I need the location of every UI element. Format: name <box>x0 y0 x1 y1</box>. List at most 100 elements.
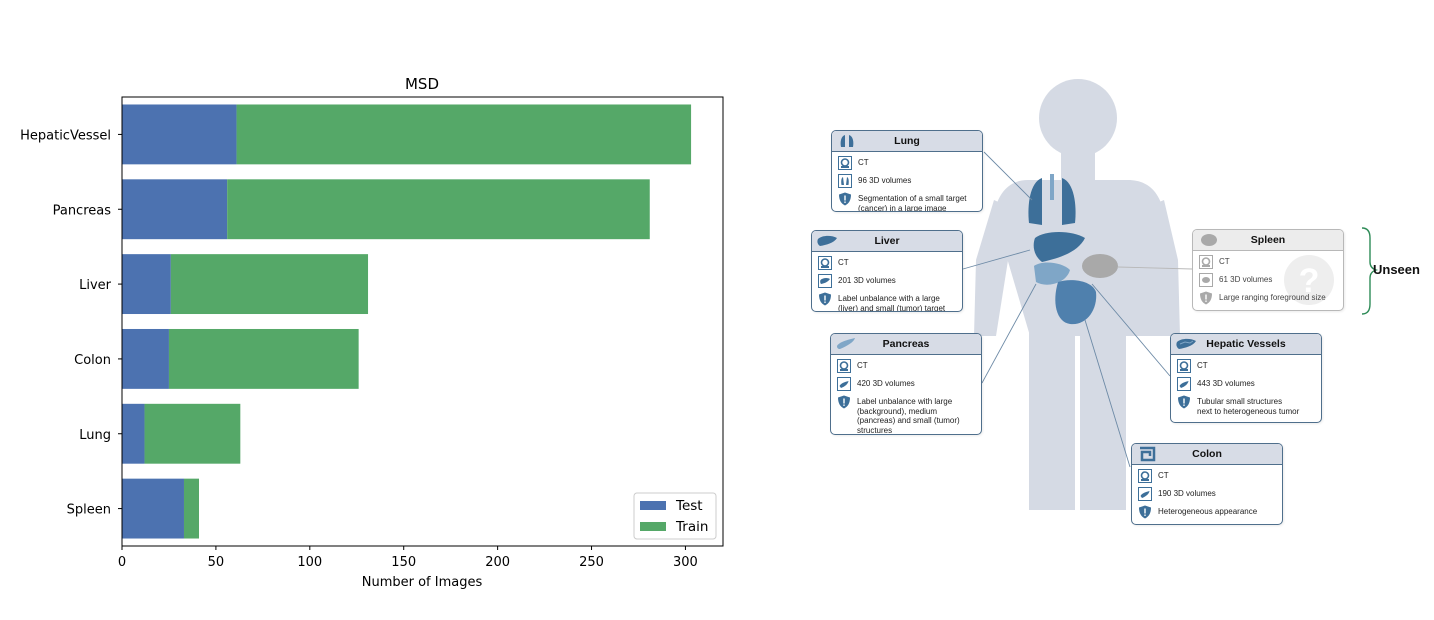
y-tick-label: Pancreas <box>53 203 112 218</box>
colon-organ <box>1055 280 1097 325</box>
y-tick-label: Spleen <box>67 503 111 518</box>
card-hepatic-vessels: Hepatic Vessels CT 443 3D volumes Tubula… <box>1170 333 1322 423</box>
card-colon: Colon CT 190 3D volumes Heterogeneous ap… <box>1131 443 1283 525</box>
card-colon-header: Colon <box>1132 444 1282 465</box>
x-tick-label: 200 <box>485 555 510 570</box>
card-liver-header: Liver <box>812 231 962 252</box>
ct-scanner-icon <box>1177 359 1191 373</box>
card-pancreas-volumes: 420 3D volumes <box>857 379 915 388</box>
bar-test-pancreas <box>122 179 228 240</box>
neck-shape <box>1061 150 1095 180</box>
card-liver-volumes: 201 3D volumes <box>838 276 896 285</box>
card-colon-challenge: Heterogeneous appearance <box>1158 507 1258 516</box>
head-shape <box>1039 79 1117 157</box>
bar-train-lung <box>144 403 241 464</box>
y-tick-label: HepaticVessel <box>20 128 111 143</box>
lung-connector <box>983 151 1033 201</box>
bar-test-hepaticvessel <box>122 104 237 165</box>
left-arm-shape <box>974 200 1016 336</box>
axes-layer: HepaticVessel Pancreas Liver Colon Lung Splee… <box>20 128 698 570</box>
liver-organ <box>1033 232 1085 262</box>
card-hepatic-vessels-title: Hepatic Vessels <box>1206 338 1286 350</box>
plot-frame <box>121 96 724 547</box>
card-pancreas-challenge: Label unbalance with large (background), … <box>857 397 960 435</box>
shield-icon <box>819 292 831 306</box>
card-pancreas: Pancreas CT 420 3D volumes Label unbalan… <box>830 333 982 435</box>
legend-label-test: Test <box>675 498 703 514</box>
card-liver-modality: CT <box>838 258 849 267</box>
bar-test-lung <box>122 403 145 464</box>
bar-test-spleen <box>122 478 184 539</box>
ct-scanner-icon <box>1138 469 1152 483</box>
card-liver: Liver CT 201 3D volumes Label unbalance … <box>811 230 963 312</box>
bar-train-hepaticvessel <box>236 104 692 165</box>
card-pancreas-modality: CT <box>857 361 868 370</box>
bar-test-colon <box>122 328 169 389</box>
card-spleen: Spleen ? CT 61 3D volumes Large ranging … <box>1192 229 1344 311</box>
x-tick-label: 0 <box>118 555 126 570</box>
colon-thumbnail-icon <box>1140 446 1156 462</box>
unseen-label: Unseen <box>1373 262 1420 277</box>
card-lung: Lung CT 96 3D volumes Segmentation of a … <box>831 130 983 212</box>
card-spleen-volumes: 61 3D volumes <box>1219 275 1273 284</box>
bar-train-liver <box>170 254 369 315</box>
card-lung-modality: CT <box>858 158 869 167</box>
shield-icon <box>838 395 850 409</box>
volume-icon <box>1177 377 1191 391</box>
legend-swatch-train <box>640 522 666 531</box>
card-liver-challenge: Label unbalance with a large (liver) and … <box>838 294 946 312</box>
body-silhouette <box>974 79 1180 510</box>
pancreas-thumbnail-icon <box>837 338 855 349</box>
pancreas-connector <box>981 283 1037 384</box>
spleen-connector <box>1117 266 1193 270</box>
x-tick-label: 150 <box>391 555 416 570</box>
unseen-bracket <box>1361 227 1379 315</box>
anatomy-diagram <box>962 79 1379 510</box>
ct-scanner-icon <box>837 359 851 373</box>
shield-icon <box>1200 291 1212 305</box>
connector-lines <box>962 151 1193 468</box>
question-mark-icon: ? <box>1284 255 1334 305</box>
card-hepatic-vessels-header: Hepatic Vessels <box>1171 334 1321 355</box>
msd-bar-chart: MSD HepaticVessel Pancreas Liver Colon Lung S… <box>20 75 724 590</box>
lung-thumbnail-icon <box>840 135 854 147</box>
x-tick-label: 100 <box>297 555 322 570</box>
card-spleen-header: Spleen <box>1193 230 1343 251</box>
legend-label-train: Train <box>675 519 708 535</box>
card-colon-volumes: 190 3D volumes <box>1158 489 1216 498</box>
bar-train-colon <box>168 328 359 389</box>
pancreas-organ <box>1034 262 1070 285</box>
card-spleen-modality: CT <box>1219 257 1230 266</box>
volume-icon <box>838 174 852 188</box>
card-spleen-challenge: Large ranging foreground size <box>1219 293 1326 302</box>
bars-layer <box>122 104 692 539</box>
card-lung-header: Lung <box>832 131 982 152</box>
liver-connector <box>962 249 1031 270</box>
hepatic-vessels-thumbnail-icon <box>1176 338 1196 349</box>
ct-scanner-icon <box>838 156 852 170</box>
card-liver-title: Liver <box>874 235 900 247</box>
volume-icon <box>1199 273 1213 287</box>
card-pancreas-header: Pancreas <box>831 334 981 355</box>
card-hepatic-vessels-modality: CT <box>1197 361 1208 370</box>
card-pancreas-title: Pancreas <box>882 338 930 350</box>
shield-icon <box>1139 505 1151 519</box>
volume-icon <box>818 274 832 288</box>
card-hepatic-vessels-challenge: Tubular small structures next to heteroge… <box>1197 397 1300 416</box>
ct-scanner-icon <box>818 256 832 270</box>
card-lung-volumes: 96 3D volumes <box>858 176 912 185</box>
chart-title: MSD <box>405 75 439 93</box>
right-leg-shape <box>1080 330 1126 510</box>
card-colon-modality: CT <box>1158 471 1169 480</box>
bar-test-liver <box>122 254 171 315</box>
bar-train-spleen <box>183 478 200 539</box>
svg-text:?: ? <box>1299 262 1320 300</box>
y-tick-label: Liver <box>79 278 112 293</box>
hepatic-connector <box>1091 283 1171 377</box>
y-tick-label: Lung <box>79 428 111 443</box>
shield-icon <box>1178 395 1190 409</box>
card-colon-title: Colon <box>1192 448 1222 460</box>
liver-thumbnail-icon <box>817 235 837 246</box>
x-tick-label: 50 <box>208 555 225 570</box>
x-axis-label: Number of Images <box>362 575 483 590</box>
